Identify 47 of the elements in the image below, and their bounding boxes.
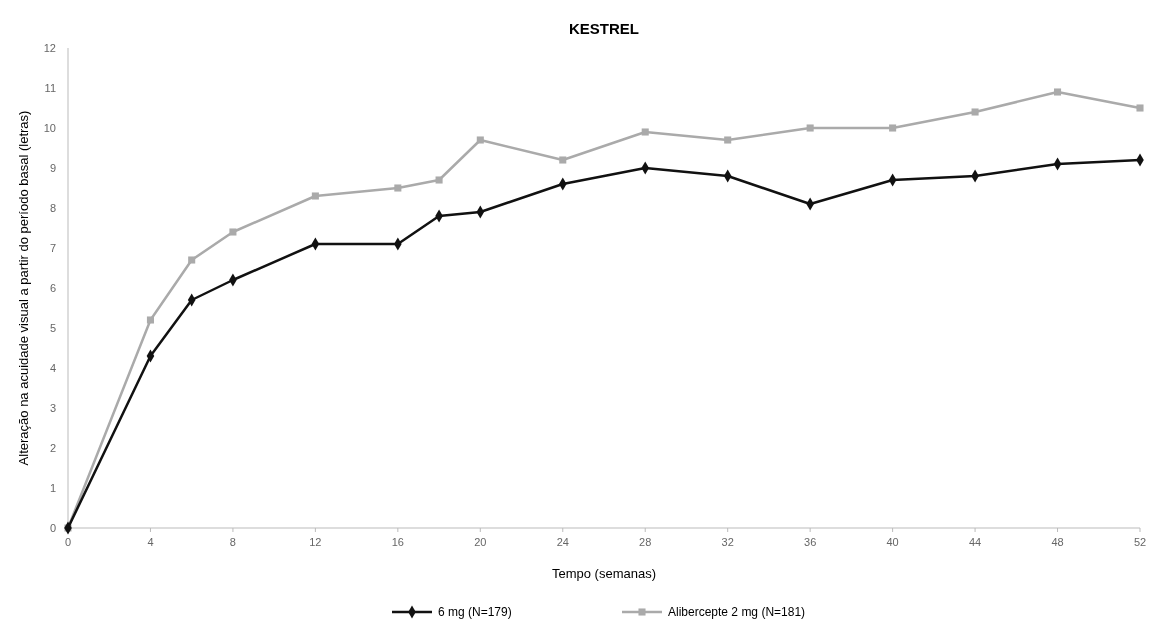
y-tick-label: 4 [49,361,56,374]
y-tick-label: 1 [49,481,56,494]
legend-label: Alibercepte 2 mg (N=181) [668,605,806,619]
x-tick-label: 8 [229,536,236,548]
y-tick-label: 11 [44,81,56,94]
x-tick-label: 36 [804,536,817,548]
x-tick-label: 20 [474,536,487,548]
y-tick-label: 12 [43,41,56,54]
point [435,176,443,184]
x-tick-label: 52 [1133,536,1147,548]
x-tick-label: 32 [721,536,734,548]
y-tick-label: 5 [49,321,56,334]
y-tick-label: 9 [49,161,56,174]
chart-title: KESTREL [568,20,640,37]
point [394,184,402,192]
x-tick-label: 48 [1051,536,1064,548]
point [889,124,897,132]
y-tick-label: 8 [49,201,56,214]
x-tick-label: 0 [64,536,72,548]
x-tick-label: 28 [639,536,652,548]
legend-label: 6 mg (N=179) [438,605,512,619]
y-tick-label: 0 [49,521,56,534]
x-tick-label: 12 [309,536,322,548]
y-tick-label: 10 [43,121,56,134]
y-axis-title: Alteração na acuidade visual a partir do período basal (letras) [16,110,31,466]
y-tick-label: 6 [49,281,56,294]
point [641,128,649,136]
y-tick-label: 2 [49,441,56,454]
y-tick-label: 7 [49,241,56,254]
point [971,108,979,116]
point [1054,88,1062,96]
point [188,256,196,264]
x-tick-label: 4 [147,536,154,548]
point [229,228,237,236]
y-tick-label: 3 [49,401,56,414]
x-tick-label: 40 [886,536,899,548]
x-tick-label: 24 [556,536,569,548]
x-tick-label: 16 [391,536,404,548]
x-tick-label: 44 [968,536,982,548]
point [146,316,154,324]
point [1136,104,1144,112]
point [476,136,484,144]
point [724,136,732,144]
point [559,156,567,164]
x-axis-title: Tempo (semanas) [551,566,657,581]
point [806,124,814,132]
point [311,192,319,200]
